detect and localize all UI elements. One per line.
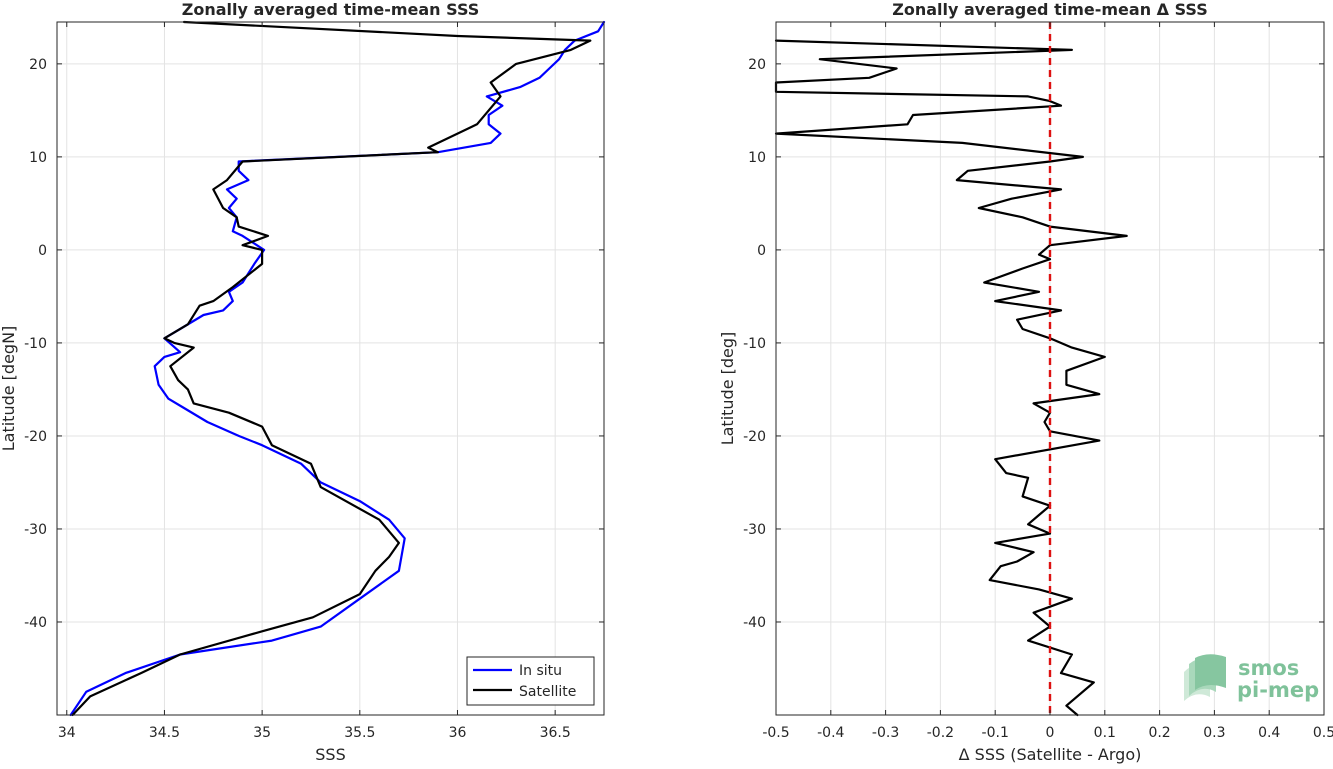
y-tick-label: 20	[29, 57, 47, 73]
series-line-satellite	[71, 20, 592, 717]
y-tick-label: -30	[24, 522, 47, 538]
ylabel-delta-sss: Latitude [deg]	[718, 332, 737, 446]
x-tick-label: -0.2	[927, 725, 954, 741]
logo-text-pi-mep: pi-mep	[1237, 678, 1319, 702]
ticks-sss: 34 34.5 35 35.5 36 36.5 -40 -30 -20 -10 0 10 20	[24, 22, 604, 741]
y-tick-label: -40	[24, 615, 47, 631]
x-tick-label: 0.5	[1313, 725, 1333, 741]
y-tick-label: 0	[757, 243, 766, 259]
y-tick-label: -10	[743, 336, 766, 352]
x-tick-label: 36	[449, 725, 467, 741]
xlabel-delta-sss: Δ SSS (Satellite - Argo)	[959, 745, 1142, 764]
x-tick-label: 34	[58, 725, 76, 741]
y-tick-label: -20	[743, 429, 766, 445]
legend-box	[466, 656, 595, 706]
x-tick-label: -0.5	[762, 725, 789, 741]
series-sss	[69, 20, 606, 717]
series-line-delta	[774, 39, 1128, 717]
x-tick-label: -0.4	[817, 725, 844, 741]
y-tick-label: 0	[38, 243, 47, 259]
legend-label-satellite: Satellite	[519, 684, 576, 700]
x-tick-label: 0.2	[1148, 725, 1170, 741]
ticks-delta-sss: -0.5 -0.4 -0.3 -0.2 -0.1 0 0.1 0.2 0.3 0.4 0.5 -40 -…	[743, 22, 1333, 741]
legend: In situ Satellite	[466, 656, 595, 706]
x-tick-label: 36.5	[540, 725, 571, 741]
y-tick-label: -30	[743, 522, 766, 538]
xlabel-sss: SSS	[315, 745, 345, 764]
y-tick-label: 20	[748, 57, 766, 73]
x-tick-label: -0.1	[982, 725, 1009, 741]
logo-text-smos: smos	[1238, 656, 1299, 680]
x-tick-label: 35.5	[344, 725, 375, 741]
panel-delta-sss: -0.5 -0.4 -0.3 -0.2 -0.1 0 0.1 0.2 0.3 0.4 0.5 -40 -…	[718, 0, 1333, 764]
x-tick-label: -0.3	[872, 725, 899, 741]
legend-label-in-situ: In situ	[519, 663, 562, 679]
series-delta-sss	[774, 39, 1128, 717]
smos-pi-mep-logo: smos pi-mep	[1184, 654, 1319, 702]
series-line-in-situ	[69, 20, 606, 717]
logo-wave-icon	[1184, 654, 1226, 701]
axes-frame-sss	[56, 21, 605, 716]
y-tick-label: -20	[24, 429, 47, 445]
x-tick-label: 35	[253, 725, 271, 741]
x-tick-label: 0.1	[1094, 725, 1116, 741]
panel-sss: 34 34.5 35 35.5 36 36.5 -40 -30 -20 -10 0 10 20 Zona…	[0, 0, 606, 764]
x-tick-label: 34.5	[149, 725, 180, 741]
x-tick-label: 0.3	[1203, 725, 1225, 741]
x-tick-label: 0.4	[1258, 725, 1280, 741]
title-sss: Zonally averaged time-mean SSS	[182, 0, 480, 19]
grid-sss	[57, 22, 604, 715]
title-delta-sss: Zonally averaged time-mean Δ SSS	[892, 0, 1208, 19]
y-tick-label: 10	[29, 150, 47, 166]
y-tick-label: -40	[743, 615, 766, 631]
ylabel-sss: Latitude [degN]	[0, 326, 18, 452]
y-tick-label: 10	[748, 150, 766, 166]
x-tick-label: 0	[1046, 725, 1055, 741]
y-tick-label: -10	[24, 336, 47, 352]
